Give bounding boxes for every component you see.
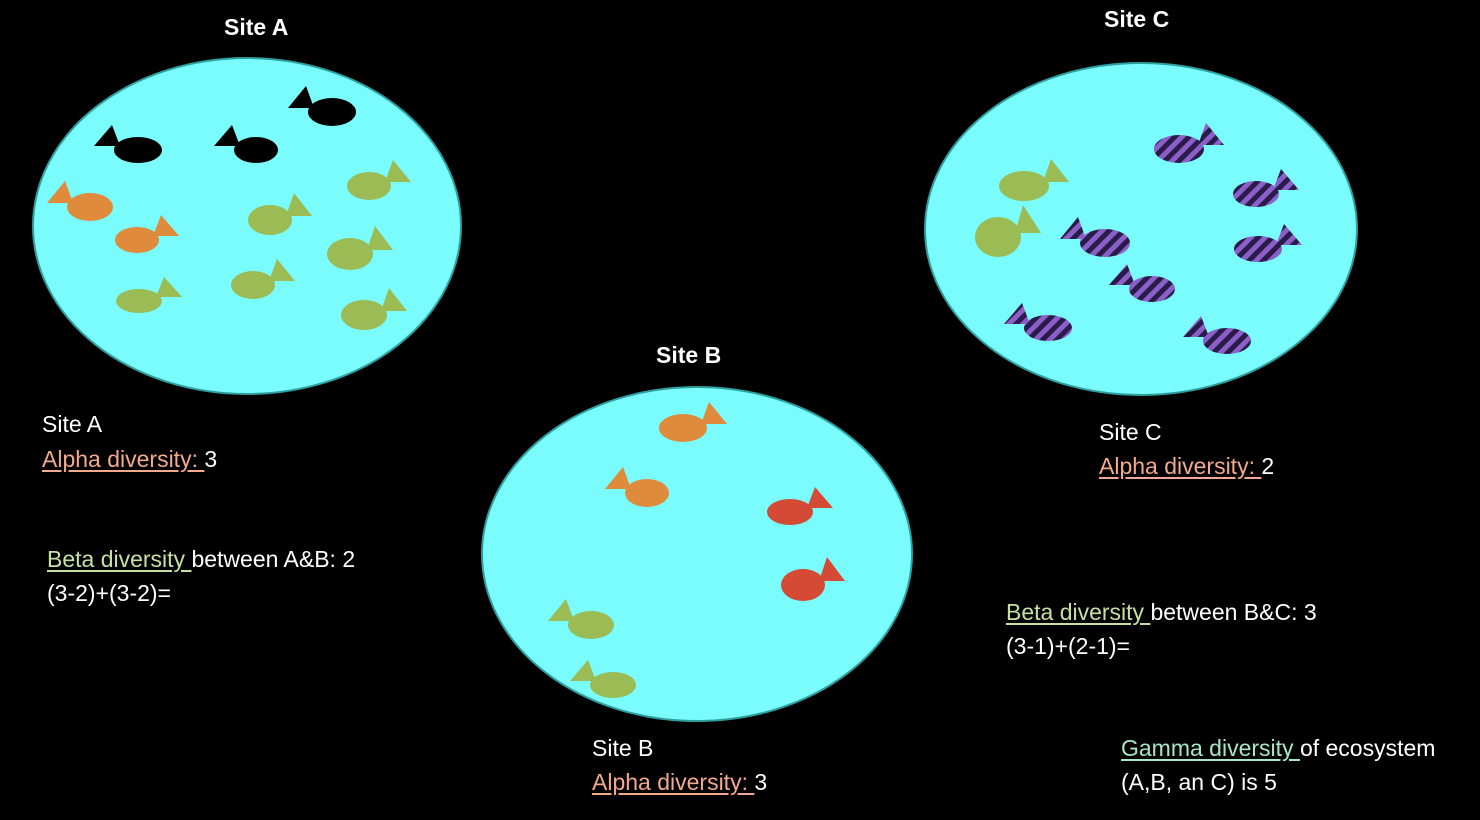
- alpha-value: 2: [1261, 453, 1275, 479]
- site-b-title: Site B: [656, 342, 722, 368]
- fish-striped: [1004, 303, 1072, 341]
- fish-orange: [47, 181, 113, 221]
- fish-orange: [605, 467, 669, 507]
- beta-bc-formula: (3-1)+(2-1)=: [1006, 633, 1130, 659]
- site-b-label: Site B: [592, 735, 654, 761]
- fish-striped: [1154, 123, 1224, 163]
- alpha-label: Alpha diversity:: [42, 446, 205, 472]
- site-c-label: Site C: [1099, 419, 1162, 445]
- fish-striped: [1109, 264, 1175, 302]
- beta-ab-formula: (3-2)+(3-2)=: [47, 580, 171, 606]
- fish-green: [999, 159, 1069, 201]
- fish-green: [341, 288, 407, 330]
- fish-red: [781, 557, 845, 601]
- fish-striped: [1233, 169, 1299, 207]
- fish-green: [116, 277, 182, 313]
- fish-green: [548, 599, 614, 639]
- beta-label: Beta diversity: [47, 546, 192, 572]
- beta-bc-line: Beta diversity between B&C: 3: [1006, 595, 1317, 629]
- alpha-value: 3: [204, 446, 218, 472]
- site-c-title: Site C: [1104, 6, 1170, 32]
- site-a-title: Site A: [224, 14, 289, 40]
- alpha-label: Alpha diversity:: [1099, 453, 1262, 479]
- fish-green: [231, 259, 295, 299]
- fish-red: [767, 487, 833, 525]
- gamma-line-2: (A,B, an C) is 5: [1121, 769, 1277, 795]
- site-b-alpha: Alpha diversity: 3: [592, 765, 767, 799]
- fish-striped: [1234, 224, 1302, 262]
- alpha-value: 3: [754, 769, 768, 795]
- gamma-text: of ecosystem: [1299, 735, 1436, 761]
- site-a-label: Site A: [42, 411, 103, 437]
- beta-ab-text: between A&B: 2: [191, 546, 356, 572]
- site-a-pond: [32, 57, 462, 395]
- fish-black: [288, 86, 356, 126]
- gamma-label: Gamma diversity: [1121, 735, 1300, 761]
- fish-green: [347, 160, 411, 200]
- fish-black: [214, 125, 278, 163]
- fish-black: [94, 125, 162, 163]
- site-c-alpha: Alpha diversity: 2: [1099, 449, 1274, 483]
- fish-green: [975, 205, 1041, 257]
- beta-label: Beta diversity: [1006, 599, 1151, 625]
- beta-bc-text: between B&C: 3: [1150, 599, 1317, 625]
- fish-orange: [659, 402, 727, 442]
- fish-green: [570, 660, 636, 698]
- fish-orange: [115, 215, 179, 253]
- fish-layer: [47, 86, 1302, 698]
- gamma-line: Gamma diversity of ecosystem: [1121, 731, 1435, 765]
- fish-striped: [1183, 316, 1251, 354]
- fish-green: [327, 226, 393, 270]
- site-c-pond: [924, 62, 1358, 396]
- site-a-alpha: Alpha diversity: 3: [42, 442, 217, 476]
- alpha-label: Alpha diversity:: [592, 769, 755, 795]
- beta-ab-line: Beta diversity between A&B: 2: [47, 542, 355, 576]
- fish-green: [248, 193, 312, 235]
- fish-striped: [1060, 217, 1130, 257]
